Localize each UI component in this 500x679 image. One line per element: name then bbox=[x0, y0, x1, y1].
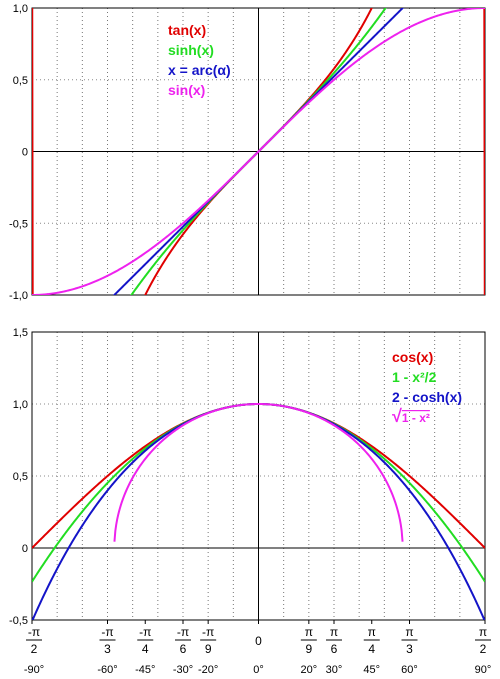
x-tick-numerator: π bbox=[330, 625, 338, 639]
legend-entry: tan(x) bbox=[168, 22, 206, 38]
x-tick-degree-label: 90° bbox=[475, 664, 492, 676]
x-tick-denominator: 4 bbox=[142, 642, 149, 656]
x-tick-numerator: π bbox=[405, 625, 413, 639]
x-tick-degree-label: 0° bbox=[253, 664, 264, 676]
legend-entry: cos(x) bbox=[392, 349, 433, 365]
bottom-chart-panel: 1,5 1,0 0,5 0 -0,5 cos(x) 1 - x²/2 2 - cosh(x)√… bbox=[9, 327, 486, 627]
x-tick-numerator: -π bbox=[139, 625, 151, 639]
legend-entry: sinh(x) bbox=[168, 42, 214, 58]
x-tick-numerator: -π bbox=[28, 625, 40, 639]
y-tick-label: 1,0 bbox=[13, 3, 28, 15]
x-tick-degree-label: 20° bbox=[301, 664, 318, 676]
y-tick-label: 0,5 bbox=[13, 471, 28, 483]
x-tick-degree-label: -60° bbox=[97, 664, 117, 676]
x-tick-denominator: 3 bbox=[406, 642, 413, 656]
x-tick-degree-label: 60° bbox=[401, 664, 418, 676]
x-tick-denominator: 6 bbox=[331, 642, 338, 656]
x-tick-numerator: -π bbox=[202, 625, 214, 639]
x-tick-degree-label: -30° bbox=[173, 664, 193, 676]
y-tick-label: 1,5 bbox=[13, 327, 28, 339]
x-tick-numerator: -π bbox=[101, 625, 113, 639]
x-tick-denominator: 9 bbox=[205, 642, 212, 656]
series-curve-sin bbox=[32, 8, 485, 295]
y-tick-label: 0 bbox=[22, 147, 28, 159]
legend-sqrt-sign: √ bbox=[392, 406, 402, 426]
x-tick-degree-label: 30° bbox=[326, 664, 343, 676]
legend-entry: 2 - cosh(x) bbox=[392, 389, 462, 405]
top-chart-panel: 1,0 0,5 0 -0,5 -1,0 tan(x) sinh(x) x = arc(α) si… bbox=[9, 3, 486, 302]
x-tick-degree-label: 45° bbox=[363, 664, 380, 676]
legend-sqrt-body: 1 - x² bbox=[402, 411, 430, 425]
y-tick-label: 0 bbox=[22, 543, 28, 555]
x-tick-denominator: 6 bbox=[180, 642, 187, 656]
legend-entry: √1 - x² bbox=[392, 406, 430, 426]
x-tick-degree-label: -90° bbox=[24, 664, 44, 676]
x-tick-denominator: 9 bbox=[305, 642, 312, 656]
x-tick-numerator: π bbox=[368, 625, 376, 639]
x-tick-numerator: -π bbox=[177, 625, 189, 639]
y-tick-label: -1,0 bbox=[9, 290, 28, 302]
x-tick-degree-label: -45° bbox=[135, 664, 155, 676]
x-tick-denominator: 2 bbox=[31, 642, 38, 656]
legend-entry: x = arc(α) bbox=[168, 62, 231, 78]
x-tick-numerator: π bbox=[305, 625, 313, 639]
y-tick-label: 1,0 bbox=[13, 399, 28, 411]
x-tick-denominator: 3 bbox=[104, 642, 111, 656]
x-tick-denominator: 4 bbox=[368, 642, 375, 656]
y-tick-label: -0,5 bbox=[9, 615, 28, 627]
x-tick-numerator: π bbox=[479, 625, 487, 639]
x-tick-label: 0 bbox=[255, 634, 262, 648]
legend-entry: 1 - x²/2 bbox=[392, 369, 437, 385]
x-tick-denominator: 2 bbox=[480, 642, 487, 656]
x-axis-tick-labels: -π 2 -90° -π 3 -60° -π 4 -45° -π 6 -30° -π 9 -20° 0 0° π 9… bbox=[24, 620, 491, 676]
x-tick-degree-label: -20° bbox=[198, 664, 218, 676]
y-tick-label: 0,5 bbox=[13, 75, 28, 87]
y-tick-label: -0,5 bbox=[9, 218, 28, 230]
legend-entry: sin(x) bbox=[168, 82, 205, 98]
series-curve-sqrt bbox=[113, 403, 404, 542]
